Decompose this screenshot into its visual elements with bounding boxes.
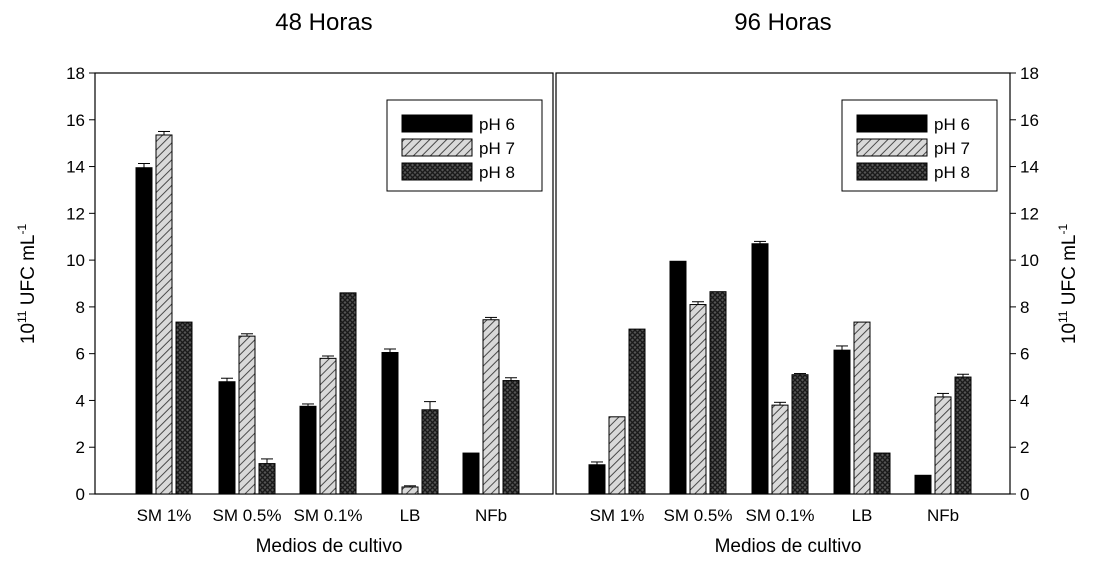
- bar-ph8-3: [791, 374, 809, 495]
- y-axis-label-prefix: 10: [1059, 323, 1080, 344]
- x-tick-label: LB: [852, 506, 873, 525]
- legend-label: pH 7: [934, 139, 970, 158]
- x-tick-label: NFb: [475, 506, 507, 525]
- bar-ph7-5: [934, 396, 952, 495]
- x-tick-label: SM 1%: [137, 506, 192, 525]
- y-axis-label-prefix: 10: [18, 323, 39, 344]
- bar-ph6-1: [588, 464, 606, 495]
- x-tick-label: SM 0.5%: [664, 506, 733, 525]
- bar-ph8-5: [954, 376, 972, 495]
- y-tick-label: 18: [66, 64, 85, 83]
- bar-ph6-5: [462, 452, 480, 495]
- y-axis-label-superscript: -1: [1056, 224, 1070, 235]
- bar-ph7-1: [155, 134, 173, 495]
- y-tick-label: 8: [76, 298, 85, 317]
- legend: pH 6 pH 7 pH 8: [386, 99, 543, 192]
- y-tick-label: 14: [1020, 158, 1039, 177]
- bar-ph8-2: [709, 291, 727, 495]
- legend-label: pH 6: [479, 115, 515, 134]
- bar-ph7-5: [482, 319, 500, 495]
- y-tick-label: 8: [1020, 298, 1029, 317]
- x-tick-label: SM 0.1%: [294, 506, 363, 525]
- legend-label: pH 6: [934, 115, 970, 134]
- x-axis-label: Medios de cultivo: [715, 536, 862, 557]
- y-axis-label-superscript: -1: [15, 224, 29, 235]
- bars: [588, 240, 972, 495]
- bar-ph6-5: [914, 474, 932, 495]
- legend-swatch: [401, 162, 473, 181]
- legend-swatch: [856, 138, 928, 157]
- bar-ph8-5: [502, 380, 520, 495]
- chart-title: 96 Horas: [734, 9, 831, 36]
- bar-ph7-4: [401, 486, 419, 495]
- bar-ph6-2: [218, 381, 236, 495]
- bar-ph7-2: [689, 304, 707, 495]
- y-tick-label: 12: [1020, 204, 1039, 223]
- bar-ph6-3: [299, 405, 317, 495]
- y-tick-label: 10: [1020, 251, 1039, 270]
- bar-ph7-1: [608, 416, 626, 495]
- y-tick-label: 4: [1020, 391, 1029, 410]
- legend-label: pH 8: [479, 163, 515, 182]
- y-tick-label: 16: [66, 111, 85, 130]
- y-tick-label: 6: [1020, 345, 1029, 364]
- y-axis-label: 1011 UFC mL-1: [15, 224, 39, 345]
- bar-ph7-2: [238, 335, 256, 495]
- bars: [135, 130, 520, 495]
- x-tick-label: SM 0.1%: [746, 506, 815, 525]
- y-axis: 0 2 4 6 8 10 12 14 16 18: [1010, 64, 1039, 504]
- y-tick-label: 2: [1020, 438, 1029, 457]
- y-tick-label: 12: [66, 204, 85, 223]
- x-tick-label: NFb: [927, 506, 959, 525]
- y-tick-label: 0: [1020, 485, 1029, 504]
- legend-swatch: [856, 162, 928, 181]
- y-tick-label: 2: [76, 438, 85, 457]
- x-tick-label: SM 1%: [590, 506, 645, 525]
- bar-ph8-3: [339, 292, 357, 495]
- y-tick-label: 10: [66, 251, 85, 270]
- y-tick-label: 4: [76, 391, 85, 410]
- x-tick-label: LB: [400, 506, 421, 525]
- bar-ph6-4: [833, 349, 851, 495]
- bar-ph6-1: [135, 167, 153, 495]
- bar-ph8-4: [873, 452, 891, 495]
- y-axis-label-exponent: 11: [1056, 310, 1070, 323]
- x-tick-label: SM 0.5%: [213, 506, 282, 525]
- bar-ph7-3: [319, 357, 337, 495]
- y-tick-label: 14: [66, 158, 85, 177]
- y-tick-label: 0: [76, 485, 85, 504]
- chart-title: 48 Horas: [275, 9, 372, 36]
- bar-ph6-4: [381, 351, 399, 495]
- y-tick-label: 16: [1020, 111, 1039, 130]
- bar-ph8-1: [628, 328, 646, 495]
- bar-ph7-3: [771, 404, 789, 495]
- legend-swatch: [401, 138, 473, 157]
- legend-label: pH 8: [934, 163, 970, 182]
- legend-label: pH 7: [479, 139, 515, 158]
- legend: pH 6 pH 7 pH 8: [841, 99, 998, 192]
- y-axis: 0 2 4 6 8 10 12 14 16 18: [66, 64, 95, 504]
- bar-ph6-3: [751, 243, 769, 495]
- bar-ph6-2: [669, 260, 687, 495]
- bar-ph8-4: [421, 409, 439, 495]
- y-tick-label: 6: [76, 345, 85, 364]
- bar-ph7-4: [853, 321, 871, 495]
- legend-swatch: [401, 114, 473, 133]
- y-axis-label-unit: UFC mL: [18, 235, 39, 311]
- y-axis-label-unit: UFC mL: [1059, 235, 1080, 311]
- bar-ph8-1: [175, 321, 193, 495]
- y-axis-label-exponent: 11: [15, 310, 29, 323]
- bar-ph8-2: [258, 463, 276, 495]
- x-axis-label: Medios de cultivo: [256, 536, 403, 557]
- y-tick-label: 18: [1020, 64, 1039, 83]
- legend-swatch: [856, 114, 928, 133]
- y-axis-label: 1011 UFC mL-1: [1056, 224, 1080, 345]
